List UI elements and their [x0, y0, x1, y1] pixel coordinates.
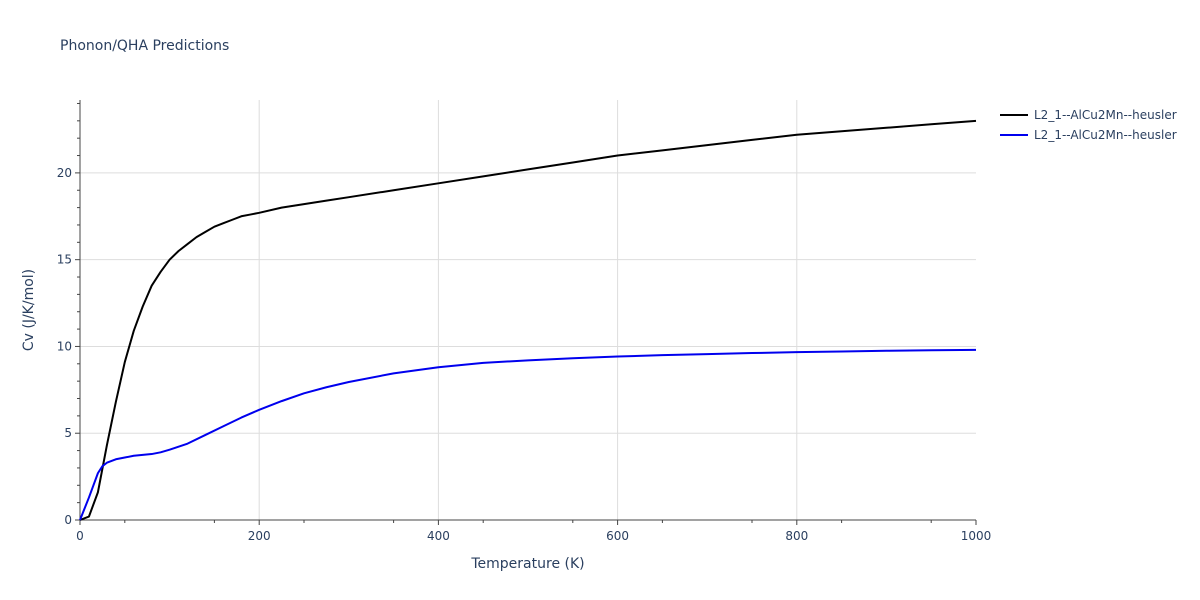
legend[interactable]: L2_1--AlCu2Mn--heusler L2_1--AlCu2Mn--heu…	[1000, 108, 1177, 142]
grid-layer	[80, 100, 976, 520]
y-tick-label: 15	[57, 253, 72, 267]
axes-layer: 0 200 400 600 800 1000 0 5 10 15 20	[57, 100, 992, 543]
x-tick-label: 400	[427, 529, 450, 543]
y-tick-label: 0	[64, 513, 72, 527]
y-tick-label: 10	[57, 339, 72, 353]
x-tick-label: 600	[606, 529, 629, 543]
y-tick-label: 20	[57, 166, 72, 180]
legend-item-1[interactable]: L2_1--AlCu2Mn--heusler	[1000, 108, 1177, 122]
y-axis-label: Cv (J/K/mol)	[21, 269, 37, 351]
series-line-1	[79, 119, 977, 521]
x-tick-label: 1000	[961, 529, 992, 543]
y-tick-label: 5	[64, 426, 72, 440]
x-axis-label: Temperature (K)	[470, 556, 584, 572]
x-tick-label: 200	[248, 529, 271, 543]
chart-title: Phonon/QHA Predictions	[60, 38, 229, 54]
series-line-2	[79, 348, 977, 521]
legend-label: L2_1--AlCu2Mn--heusler	[1034, 128, 1177, 142]
legend-label: L2_1--AlCu2Mn--heusler	[1034, 108, 1177, 122]
series-layer	[79, 119, 977, 521]
legend-item-2[interactable]: L2_1--AlCu2Mn--heusler	[1000, 128, 1177, 142]
x-tick-label: 0	[76, 529, 84, 543]
x-tick-label: 800	[785, 529, 808, 543]
